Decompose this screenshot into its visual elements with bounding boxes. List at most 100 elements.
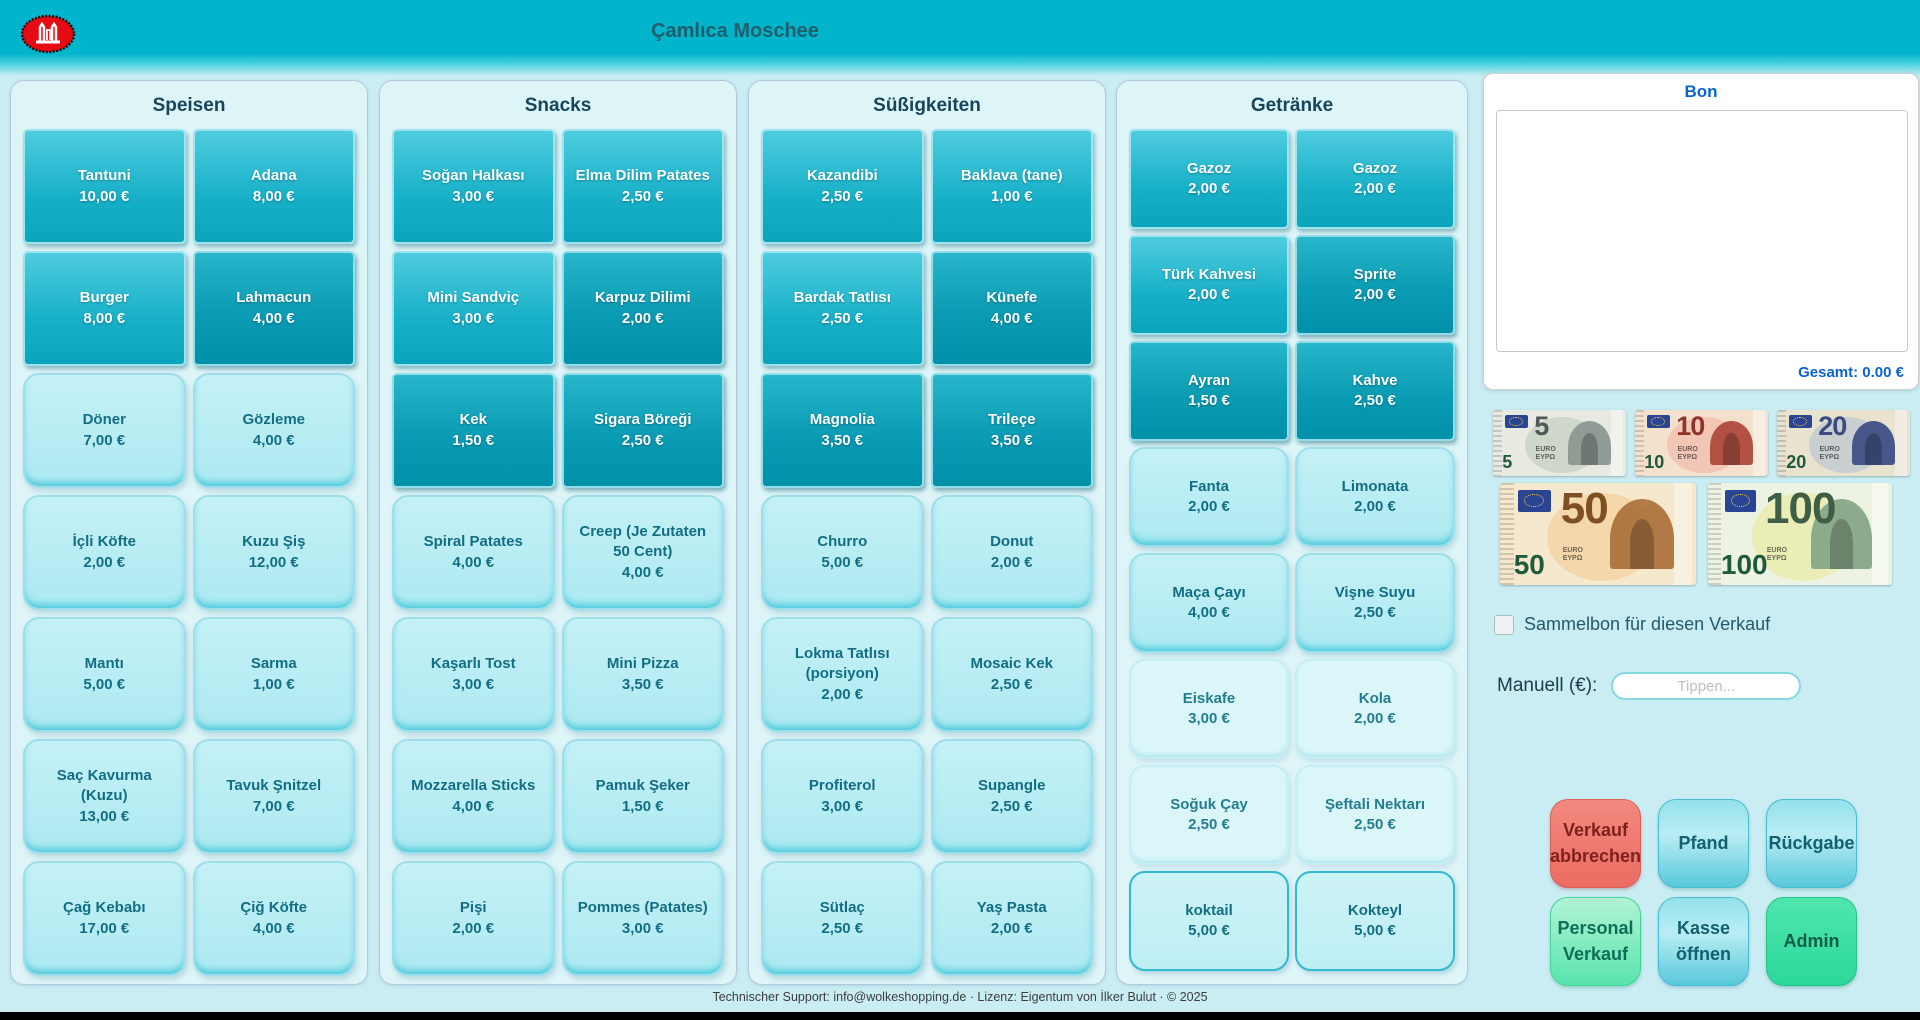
product-button-vi-ne-suyu[interactable]: Vişne Suyu 2,50 € xyxy=(1295,553,1455,653)
product-button-eiskafe[interactable]: Eiskafe 3,00 € xyxy=(1129,659,1289,759)
product-button-g-zleme[interactable]: Gözleme 4,00 € xyxy=(192,373,355,488)
product-button-s-tla[interactable]: Sütlaç 2,50 € xyxy=(761,861,924,976)
banknote-20-euro[interactable]: 20 20 EURO EYPΩ xyxy=(1777,410,1910,476)
product-price: 5,00 € xyxy=(821,553,864,571)
product-name: Pişi xyxy=(459,899,487,917)
product-button-i-li-k-fte[interactable]: İçli Köfte 2,00 € xyxy=(23,495,186,610)
product-name: Kokteyl xyxy=(1347,901,1403,919)
product-button-baklava-tane[interactable]: Baklava (tane) 1,00 € xyxy=(930,129,1093,244)
manual-amount-input[interactable] xyxy=(1611,672,1802,700)
product-button-koktail[interactable]: koktail 5,00 € xyxy=(1129,871,1289,971)
product-button-d-ner[interactable]: Döner 7,00 € xyxy=(23,373,186,488)
product-button-kuzu-i[interactable]: Kuzu Şiş 12,00 € xyxy=(192,495,355,610)
product-name: Tavuk Şnitzel xyxy=(226,777,322,795)
product-button-sarma[interactable]: Sarma 1,00 € xyxy=(192,617,355,732)
product-button-creep-je-zutaten-50-cent[interactable]: Creep (Je Zutaten 50 Cent) 4,00 € xyxy=(561,495,724,610)
note-band xyxy=(1871,483,1889,585)
product-button-churro[interactable]: Churro 5,00 € xyxy=(761,495,924,610)
product-name: Mini Pizza xyxy=(606,655,679,673)
product-button-tantuni[interactable]: Tantuni 10,00 € xyxy=(23,129,186,244)
product-button-donut[interactable]: Donut 2,00 € xyxy=(930,495,1093,610)
product-name: Donut xyxy=(990,533,1034,551)
note-big: 50 xyxy=(1560,484,1609,534)
product-button-supangle[interactable]: Supangle 2,50 € xyxy=(930,739,1093,854)
eu-flag-icon xyxy=(1724,490,1756,512)
product-price: 2,00 € xyxy=(1354,498,1396,515)
product-button-ya-pasta[interactable]: Yaş Pasta 2,00 € xyxy=(930,861,1093,976)
product-name: Saç Kavurma (Kuzu) xyxy=(56,767,152,805)
product-name: Kazandibi xyxy=(806,167,878,185)
product-button-lokma-tatl-s-porsiyon[interactable]: Lokma Tatlısı (porsiyon) 2,00 € xyxy=(761,617,924,732)
product-button-mini-pizza[interactable]: Mini Pizza 3,50 € xyxy=(561,617,724,732)
product-button-pommes-patates[interactable]: Pommes (Patates) 3,00 € xyxy=(561,861,724,976)
product-button-ma-a-ay[interactable]: Maça Çayı 4,00 € xyxy=(1129,553,1289,653)
banknote-100-euro[interactable]: 100 100 EURO EYPΩ xyxy=(1708,483,1892,585)
product-button-a-kebab[interactable]: Çağ Kebabı 17,00 € xyxy=(23,861,186,976)
kasse-ffnen-button[interactable]: Kasse öffnen xyxy=(1658,897,1749,986)
product-price: 3,00 € xyxy=(452,309,495,327)
product-name: Adana xyxy=(250,167,297,185)
pfand-button[interactable]: Pfand xyxy=(1658,799,1749,888)
product-name: Limonata xyxy=(1341,477,1409,495)
product-button-ayran[interactable]: Ayran 1,50 € xyxy=(1129,341,1289,441)
product-button-k-nefe[interactable]: Künefe 4,00 € xyxy=(930,251,1093,366)
product-button-mini-sandvi[interactable]: Mini Sandviç 3,00 € xyxy=(392,251,555,366)
product-button-profiterol[interactable]: Profiterol 3,00 € xyxy=(761,739,924,854)
product-button-pamuk-eker[interactable]: Pamuk Şeker 1,50 € xyxy=(561,739,724,854)
product-name: Lokma Tatlısı (porsiyon) xyxy=(794,645,890,683)
product-button-adana[interactable]: Adana 8,00 € xyxy=(192,129,355,244)
r-ckgabe-button[interactable]: Rückgabe xyxy=(1766,799,1857,888)
product-button-spiral-patates[interactable]: Spiral Patates 4,00 € xyxy=(392,495,555,610)
product-button-ka-arl-tost[interactable]: Kaşarlı Tost 3,00 € xyxy=(392,617,555,732)
product-button-kazandibi[interactable]: Kazandibi 2,50 € xyxy=(761,129,924,244)
verkauf-abbrechen-button[interactable]: Verkauf abbrechen xyxy=(1550,799,1641,888)
personal-verkauf-button[interactable]: Personal Verkauf xyxy=(1550,897,1641,986)
product-button-trile-e[interactable]: Trileçe 3,50 € xyxy=(930,373,1093,488)
product-price: 3,00 € xyxy=(621,919,664,937)
product-button-elma-dilim-patates[interactable]: Elma Dilim Patates 2,50 € xyxy=(561,129,724,244)
product-button-kola[interactable]: Kola 2,00 € xyxy=(1295,659,1455,759)
product-button-i-k-fte[interactable]: Çiğ Köfte 4,00 € xyxy=(192,861,355,976)
product-button-t-rk-kahvesi[interactable]: Türk Kahvesi 2,00 € xyxy=(1129,235,1289,335)
banknote-10-euro[interactable]: 10 10 EURO EYPΩ xyxy=(1635,410,1768,476)
admin-button[interactable]: Admin xyxy=(1766,897,1857,986)
product-price: 3,00 € xyxy=(1188,710,1230,727)
banknote-5-euro[interactable]: 5 5 EURO EYPΩ xyxy=(1493,410,1626,476)
product-button-limonata[interactable]: Limonata 2,00 € xyxy=(1295,447,1455,547)
product-button-sprite[interactable]: Sprite 2,00 € xyxy=(1295,235,1455,335)
product-button-karpuz-dilimi[interactable]: Karpuz Dilimi 2,00 € xyxy=(561,251,724,366)
eu-flag-icon xyxy=(1504,414,1528,429)
product-button-kek[interactable]: Kek 1,50 € xyxy=(392,373,555,488)
product-button-bardak-tatl-s[interactable]: Bardak Tatlısı 2,50 € xyxy=(761,251,924,366)
product-button-mosaic-kek[interactable]: Mosaic Kek 2,50 € xyxy=(930,617,1093,732)
product-name: Pamuk Şeker xyxy=(595,777,690,795)
product-button-so-an-halkas[interactable]: Soğan Halkası 3,00 € xyxy=(392,129,555,244)
product-button-mozzarella-sticks[interactable]: Mozzarella Sticks 4,00 € xyxy=(392,739,555,854)
category-panel-getr-nke: Getränke Gazoz 2,00 € Gazoz 2,00 € Türk Kahve… xyxy=(1116,80,1468,985)
product-button-mant[interactable]: Mantı 5,00 € xyxy=(23,617,186,732)
product-button-sigara-b-re-i[interactable]: Sigara Böreği 2,50 € xyxy=(561,373,724,488)
product-button-eftali-nektar[interactable]: Şeftali Nektarı 2,50 € xyxy=(1295,765,1455,865)
product-button-magnolia[interactable]: Magnolia 3,50 € xyxy=(761,373,924,488)
product-price: 2,00 € xyxy=(1188,498,1230,515)
note-big: 5 xyxy=(1534,410,1549,441)
banknote-50-euro[interactable]: 50 50 EURO EYPΩ xyxy=(1500,483,1696,585)
product-price: 4,00 € xyxy=(252,431,295,449)
product-button-lahmacun[interactable]: Lahmacun 4,00 € xyxy=(192,251,355,366)
product-button-tavuk-nitzel[interactable]: Tavuk Şnitzel 7,00 € xyxy=(192,739,355,854)
sammelbon-checkbox[interactable] xyxy=(1494,614,1514,635)
product-button-gazoz[interactable]: Gazoz 2,00 € xyxy=(1295,129,1455,229)
product-name: Ayran xyxy=(1188,371,1230,389)
product-button-sa-kavurma-kuzu[interactable]: Saç Kavurma (Kuzu) 13,00 € xyxy=(23,739,186,854)
product-button-kahve[interactable]: Kahve 2,50 € xyxy=(1295,341,1455,441)
product-name: Sarma xyxy=(250,655,297,673)
product-button-kokteyl[interactable]: Kokteyl 5,00 € xyxy=(1295,871,1455,971)
product-button-gazoz[interactable]: Gazoz 2,00 € xyxy=(1129,129,1289,229)
product-button-pi-i[interactable]: Pişi 2,00 € xyxy=(392,861,555,976)
page-title: Çamlıca Moschee xyxy=(651,20,819,42)
product-button-so-uk-ay[interactable]: Soğuk Çay 2,50 € xyxy=(1129,765,1289,865)
product-button-fanta[interactable]: Fanta 2,00 € xyxy=(1129,447,1289,547)
product-button-burger[interactable]: Burger 8,00 € xyxy=(23,251,186,366)
product-name: Lahmacun xyxy=(236,289,312,307)
product-price: 7,00 € xyxy=(83,431,126,449)
